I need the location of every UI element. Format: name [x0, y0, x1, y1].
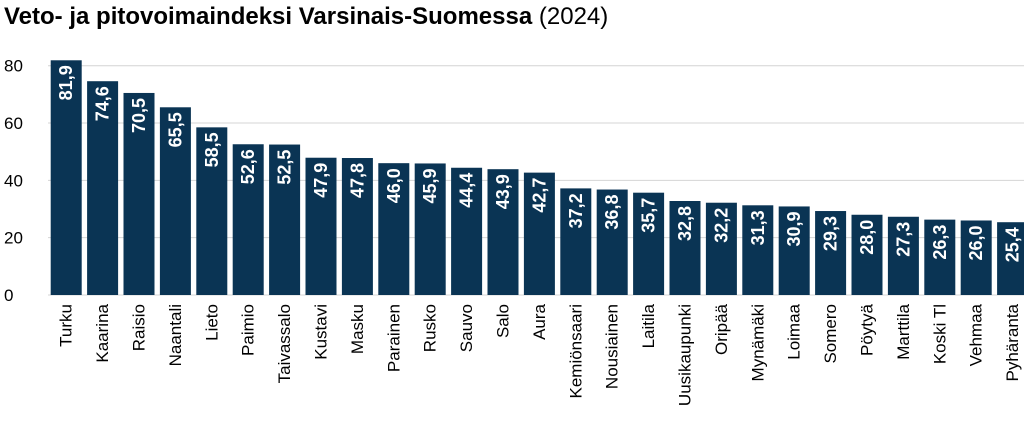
category-label: Masku — [348, 304, 367, 354]
category-label: Marttila — [894, 303, 913, 359]
category-label: Turku — [57, 304, 76, 347]
category-label: Vehmaa — [967, 303, 986, 366]
category-label: Uusikaupunki — [676, 304, 695, 406]
category-label: Mynämäki — [748, 304, 767, 381]
bar — [414, 163, 446, 295]
bar-value-label: 47,9 — [311, 163, 331, 198]
y-tick-label: 60 — [4, 114, 23, 133]
category-label: Lieto — [202, 304, 221, 341]
y-tick-label: 0 — [4, 286, 13, 305]
category-label: Pöytyä — [858, 303, 877, 356]
value-labels: 81,9 74,6 70,5 65,5 58,5 52,6 52,5 47,9 47,8 46,0… — [56, 65, 1022, 262]
bar — [960, 220, 992, 295]
bar — [305, 157, 337, 295]
bar-value-label: 26,0 — [966, 225, 986, 260]
bar — [487, 169, 519, 295]
bar — [123, 92, 155, 296]
bar-value-label: 81,9 — [56, 65, 76, 100]
category-label: Aura — [530, 303, 549, 339]
bar-value-label: 26,3 — [930, 225, 950, 260]
bar-value-label: 35,7 — [639, 198, 659, 233]
bar — [232, 144, 264, 295]
category-label: Salo — [494, 304, 513, 338]
bar-value-label: 65,5 — [165, 112, 185, 147]
category-label: Raisio — [130, 304, 149, 351]
category-label: Koski Tl — [930, 304, 949, 364]
bar-value-label: 36,8 — [602, 195, 622, 230]
bar — [341, 158, 373, 295]
category-label: Pyhäranta — [1003, 303, 1022, 381]
category-label: Kaarina — [93, 303, 112, 362]
bar — [378, 163, 410, 295]
bar — [705, 202, 737, 295]
bar-value-label: 52,5 — [275, 150, 295, 185]
bar — [159, 107, 191, 295]
bar-value-label: 47,8 — [347, 163, 367, 198]
bar — [997, 222, 1024, 295]
bar-value-label: 70,5 — [129, 98, 149, 133]
bar-value-label: 32,8 — [675, 206, 695, 241]
y-tick-label: 40 — [4, 171, 23, 190]
chart-title-year: (2024) — [538, 3, 609, 30]
bar-value-label: 32,2 — [711, 208, 731, 243]
category-labels: Turku Kaarina Raisio Naantali Lieto Paimio Tai… — [57, 303, 1022, 406]
bar — [851, 214, 883, 295]
bar-value-label: 74,6 — [93, 86, 113, 121]
bar — [451, 167, 483, 295]
bar — [596, 189, 628, 295]
bar — [50, 60, 82, 295]
bar — [196, 127, 228, 295]
category-label: Parainen — [384, 304, 403, 372]
category-label: Paimio — [239, 304, 258, 356]
category-label: Nousiainen — [603, 304, 622, 389]
category-label: Loimaa — [785, 303, 804, 359]
bar-value-label: 58,5 — [202, 132, 222, 167]
bar-value-label: 43,9 — [493, 174, 513, 209]
bar-value-label: 46,0 — [384, 168, 404, 203]
y-tick-label: 80 — [4, 57, 23, 76]
bar-value-label: 45,9 — [420, 168, 440, 203]
bar — [669, 201, 701, 295]
bar-value-label: 28,0 — [857, 220, 877, 255]
bar — [742, 205, 774, 295]
bar-value-label: 44,4 — [457, 173, 477, 208]
bar-value-label: 25,4 — [1003, 227, 1023, 262]
bar-value-label: 37,2 — [566, 193, 586, 228]
category-label: Kemiönsaari — [566, 304, 585, 399]
chart-title: Veto- ja pitovoimaindeksi Varsinais-Suom… — [4, 3, 608, 31]
category-label: Laitila — [639, 303, 658, 348]
bar — [815, 211, 847, 295]
bar — [560, 188, 592, 295]
bar-value-label: 31,3 — [748, 210, 768, 245]
bar — [887, 216, 919, 295]
bar — [269, 144, 301, 295]
bars — [50, 60, 1024, 296]
chart-title-main: Veto- ja pitovoimaindeksi Varsinais-Suom… — [4, 3, 533, 30]
bar — [633, 192, 665, 295]
y-tick-label: 20 — [4, 229, 23, 248]
category-label: Kustavi — [312, 304, 331, 360]
category-label: Taivassalo — [275, 304, 294, 383]
bar-value-label: 42,7 — [529, 178, 549, 213]
bar — [924, 219, 956, 295]
bar-value-label: 27,3 — [893, 222, 913, 257]
category-label: Naantali — [166, 304, 185, 366]
bar — [778, 206, 810, 295]
category-label: Somero — [821, 304, 840, 364]
category-label: Sauvo — [457, 304, 476, 352]
y-axis-ticks: 0 20 40 60 80 — [4, 57, 23, 305]
bar-value-label: 29,3 — [821, 216, 841, 251]
bar — [87, 81, 119, 296]
category-label: Rusko — [421, 304, 440, 352]
category-label: Oripää — [712, 303, 731, 355]
bar-value-label: 52,6 — [238, 149, 258, 184]
bar — [523, 172, 555, 295]
bar-value-label: 30,9 — [784, 211, 804, 246]
